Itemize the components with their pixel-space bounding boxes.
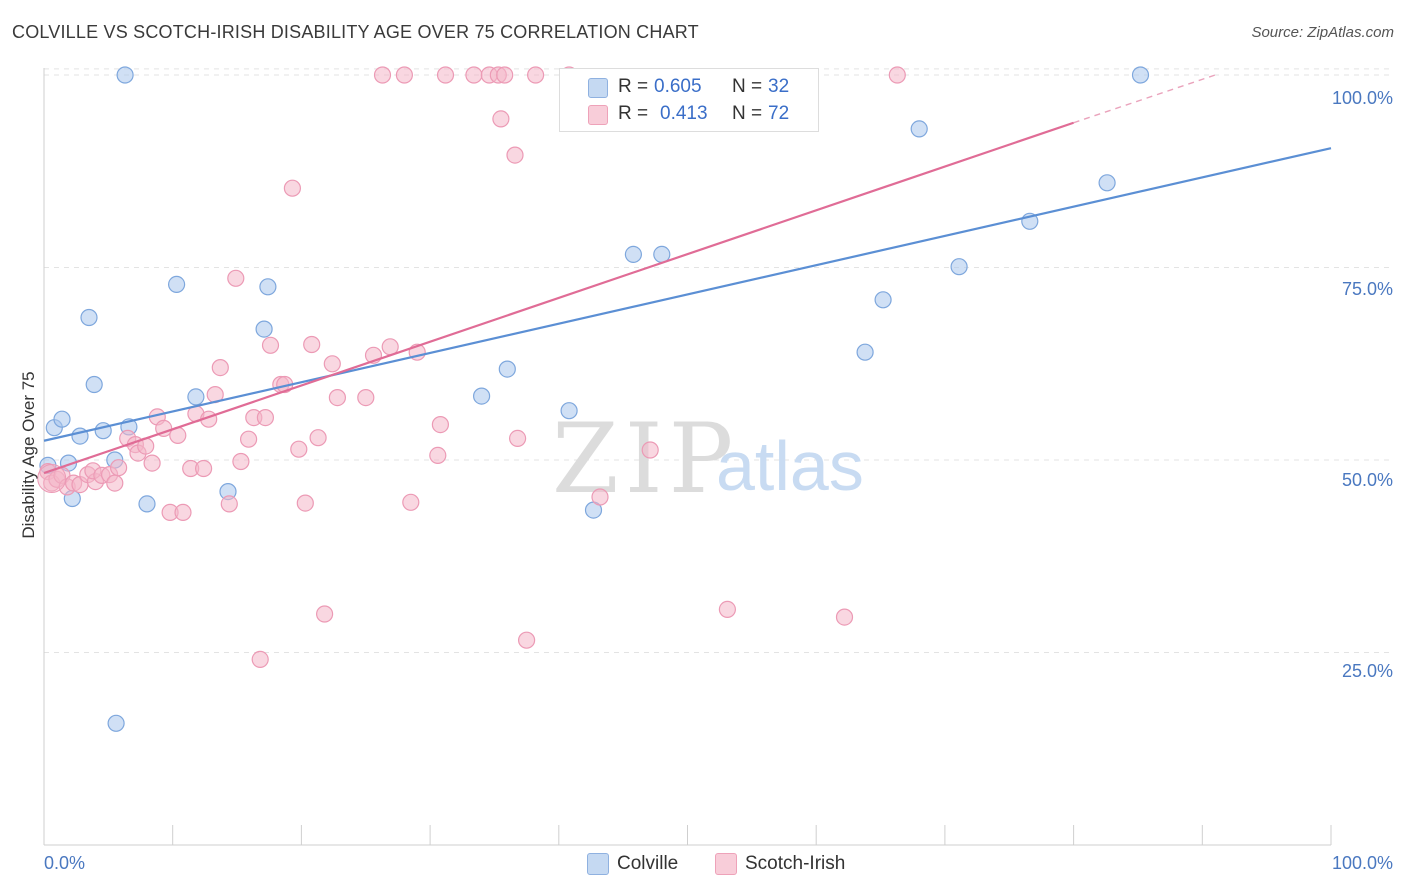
y-tick-label-50: 50.0%: [1342, 470, 1393, 490]
data-point: [155, 419, 173, 437]
data-point: [517, 631, 536, 649]
data-point: [227, 269, 245, 287]
data-point: [591, 488, 609, 506]
data-point: [138, 495, 156, 513]
data-point: [251, 650, 269, 669]
data-point: [174, 503, 192, 522]
data-point: [431, 416, 449, 434]
data-point: [641, 441, 659, 459]
watermark-zip: ZIP: [552, 403, 739, 515]
data-point: [303, 335, 321, 354]
n-label: N =: [732, 103, 763, 124]
trend-line-colville: [43, 147, 1332, 442]
series-scotch-irish: [39, 66, 906, 669]
data-point: [429, 446, 447, 464]
data-point: [283, 179, 301, 197]
data-point: [143, 454, 161, 472]
r-label: R =: [618, 103, 649, 124]
data-point: [259, 278, 277, 296]
n-label: N =: [732, 76, 763, 97]
data-point: [950, 258, 968, 276]
data-point: [498, 360, 516, 378]
data-point: [402, 493, 420, 511]
data-point: [856, 343, 874, 361]
data-point: [187, 388, 205, 406]
x-tick-label-0: 0.0%: [44, 853, 85, 873]
n-value: 72: [768, 103, 790, 124]
data-point: [718, 600, 737, 619]
data-point: [508, 429, 527, 447]
data-point: [526, 66, 545, 84]
stats-legend: R = 0.605 N = 32 R = 0.413 N = 72: [559, 68, 819, 132]
data-point: [37, 463, 67, 493]
data-point: [107, 714, 125, 732]
r-label: R =: [618, 76, 649, 97]
data-point: [395, 66, 413, 84]
data-point: [624, 245, 643, 263]
data-point: [373, 66, 392, 84]
legend-label-colville: Colville: [617, 853, 679, 874]
data-point: [506, 146, 524, 164]
data-point: [309, 429, 327, 447]
data-point: [240, 430, 258, 448]
data-point: [80, 308, 98, 327]
data-point: [496, 66, 514, 84]
gridlines: [44, 68, 1393, 653]
x-tick-label-1: 100.0%: [1332, 853, 1393, 873]
data-point: [255, 320, 273, 338]
data-point: [473, 387, 491, 405]
data-point: [436, 66, 455, 84]
chart-source: Source: ZipAtlas.com: [1251, 24, 1394, 41]
data-point: [109, 459, 128, 477]
data-point: [835, 608, 854, 626]
legend-swatch-scotch-irish: [715, 853, 737, 875]
data-point: [316, 605, 334, 623]
legend-label-scotch-irish: Scotch-Irish: [745, 853, 846, 874]
series-colville: [39, 66, 1150, 732]
data-point: [168, 275, 186, 293]
data-point: [53, 410, 71, 428]
data-point: [888, 66, 906, 84]
data-point: [328, 389, 346, 407]
n-value: 32: [768, 76, 790, 97]
y-tick-label-75: 75.0%: [1342, 279, 1393, 299]
axes: [43, 68, 1332, 846]
data-point: [323, 355, 341, 373]
data-point: [220, 495, 238, 513]
data-point: [211, 359, 229, 377]
data-point: [85, 375, 103, 394]
data-point: [560, 402, 578, 420]
y-tick-label-100: 100.0%: [1332, 88, 1393, 108]
watermark: ZIP atlas: [552, 403, 864, 515]
data-point: [232, 452, 250, 471]
chart-title: COLVILLE VS SCOTCH-IRISH DISABILITY AGE …: [12, 22, 699, 42]
data-point: [256, 409, 274, 427]
data-point: [290, 440, 308, 458]
watermark-atlas: atlas: [716, 427, 864, 505]
trend-line-scotch-irish: [43, 121, 1074, 475]
y-tick-label-25: 25.0%: [1342, 661, 1393, 681]
data-point: [296, 494, 314, 512]
data-point: [357, 389, 375, 407]
data-point: [1131, 66, 1150, 84]
legend-swatch-colville: [588, 78, 608, 98]
legend-swatch-scotch-irish: [588, 105, 608, 125]
data-point: [874, 291, 892, 309]
legend-swatch-colville: [587, 853, 609, 875]
r-value: 0.413: [660, 103, 708, 124]
data-point: [106, 474, 124, 492]
y-axis-label: Disability Age Over 75: [19, 371, 38, 538]
data-point: [492, 110, 510, 128]
data-point: [910, 120, 928, 138]
data-point: [195, 459, 213, 478]
r-value: 0.605: [654, 76, 702, 97]
data-point: [116, 66, 134, 84]
data-point: [465, 66, 483, 84]
data-point: [1098, 174, 1116, 192]
trend-line-extension-scotch-irish: [1073, 74, 1216, 124]
data-point: [261, 336, 280, 354]
